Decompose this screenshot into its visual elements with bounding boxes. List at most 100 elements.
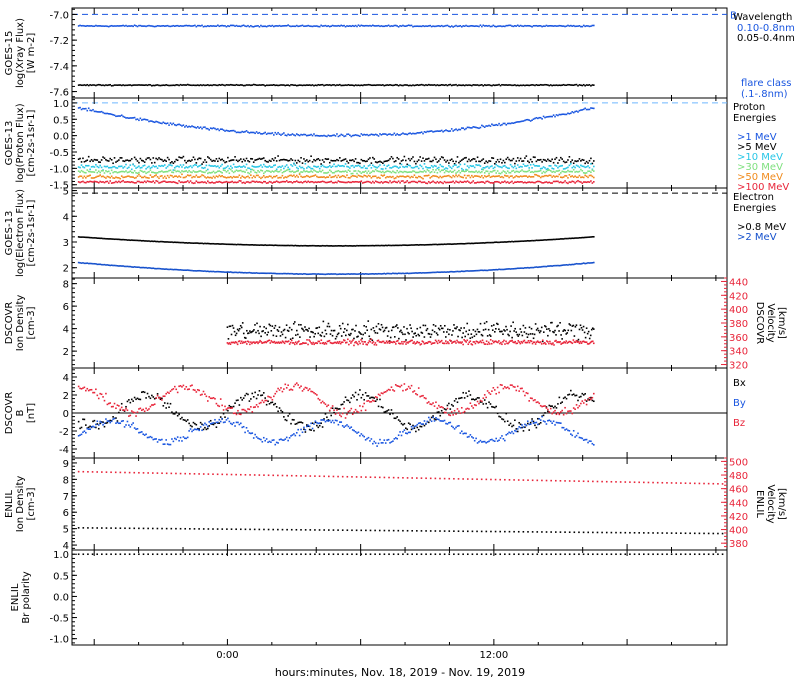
data-point: [580, 263, 582, 265]
data-point: [412, 342, 414, 345]
data-point: [194, 126, 196, 129]
data-point: [417, 244, 420, 246]
data-point: [212, 127, 215, 129]
data-point: [575, 262, 578, 265]
data-point: [577, 111, 579, 113]
data-point: [165, 25, 167, 27]
data-point: [439, 175, 442, 178]
data-point: [106, 25, 109, 28]
data-point: [377, 244, 380, 247]
data-point: [573, 341, 576, 343]
data-point: [304, 326, 306, 328]
data-point: [106, 170, 109, 173]
data-point: [79, 171, 81, 173]
data-point: [568, 263, 571, 266]
data-point: [489, 170, 492, 173]
data-point: [370, 171, 373, 174]
data-point: [270, 166, 272, 169]
data-point: [255, 25, 258, 27]
data-point: [118, 411, 120, 414]
panel-frame: [71, 97, 728, 189]
data-point: [533, 341, 536, 344]
data-point: [584, 84, 586, 87]
data-point: [380, 174, 383, 177]
data-point: [323, 180, 325, 183]
data-point: [574, 175, 576, 178]
data-point: [488, 160, 490, 162]
data-point: [592, 235, 595, 238]
data-point: [214, 172, 216, 174]
data-point: [483, 343, 486, 345]
data-point: [406, 341, 408, 344]
data-point: [231, 167, 233, 169]
legend-entry: >10 MeV: [737, 152, 783, 163]
data-point: [330, 329, 333, 332]
data-point: [478, 164, 480, 166]
data-point: [343, 339, 346, 342]
data-point: [389, 336, 392, 339]
data-point: [264, 180, 266, 183]
data-point: [257, 244, 259, 246]
data-point: [397, 167, 400, 169]
data-point: [427, 332, 430, 335]
data-point: [440, 156, 443, 158]
data-point: [392, 166, 394, 168]
data-point: [399, 134, 401, 136]
data-point: [423, 163, 426, 165]
data-point: [373, 330, 376, 332]
data-point: [341, 245, 344, 247]
data-point: [99, 263, 101, 266]
data-point: [179, 176, 182, 178]
data-point: [415, 171, 417, 174]
data-point: [412, 180, 414, 183]
data-point: [442, 182, 444, 185]
data-point: [122, 24, 124, 27]
data-point: [427, 167, 430, 169]
data-point: [89, 160, 91, 163]
data-point: [299, 336, 301, 338]
data-point: [372, 244, 374, 247]
data-point: [555, 175, 558, 178]
data-point: [561, 25, 564, 27]
data-point: [189, 165, 192, 167]
data-point: [479, 242, 482, 244]
data-point: [571, 84, 574, 86]
data-point: [123, 25, 126, 27]
data-point: [238, 131, 241, 134]
data-point: [130, 84, 133, 87]
data-point: [516, 84, 519, 87]
data-point: [518, 176, 520, 178]
data-point: [359, 170, 361, 173]
data-point: [551, 115, 553, 118]
data-point: [456, 25, 459, 28]
data-point: [326, 158, 328, 161]
data-point: [87, 84, 90, 87]
data-point: [552, 25, 555, 27]
data-point: [506, 24, 509, 27]
data-point: [588, 84, 591, 86]
data-point: [558, 264, 561, 267]
data-point: [430, 175, 433, 178]
data-point: [552, 330, 554, 333]
data-point: [584, 336, 587, 339]
data-point: [217, 243, 219, 245]
data-point: [146, 157, 149, 159]
data-point: [116, 167, 119, 169]
data-point: [361, 182, 364, 184]
data-point: [340, 160, 343, 162]
data-point: [493, 84, 496, 87]
data-point: [245, 84, 248, 86]
data-point: [445, 24, 447, 27]
data-point: [479, 322, 482, 325]
data-point: [433, 156, 436, 159]
data-point: [397, 176, 400, 178]
data-point: [551, 321, 553, 324]
data-point: [569, 340, 572, 343]
data-point: [433, 181, 436, 184]
data-point: [267, 176, 269, 178]
data-point: [82, 107, 84, 110]
data-point: [225, 271, 228, 273]
data-point: [159, 175, 162, 178]
data-point: [317, 332, 320, 335]
data-point: [453, 84, 456, 86]
